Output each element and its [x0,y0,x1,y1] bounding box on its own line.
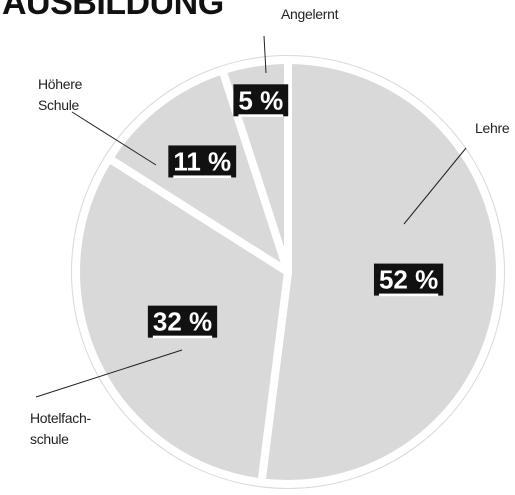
leader-line [263,35,267,74]
value-label-group: 32 % [147,305,218,338]
value-label-group: 11 % [168,145,237,178]
category-label: Hotelfach- schule [30,410,91,447]
leader-line [403,147,467,225]
category-label: Lehre [475,120,510,136]
value-label-box [233,84,289,117]
value-label-box [168,145,237,178]
value-label-group: 52 % [373,263,444,296]
leader-line [71,111,157,166]
value-label: 52 % [379,265,438,295]
category-label: Angelernt [281,6,339,22]
value-label-box [373,263,444,296]
value-label-box [147,305,218,338]
chart-title: AUSBILDUNG [2,0,224,22]
value-label: 32 % [153,307,212,337]
value-label: 11 % [173,146,231,176]
category-label: Höhere Schule [38,76,83,113]
value-label: 5 % [238,85,283,115]
value-label-group: 5 % [233,84,289,117]
leader-line [35,349,183,398]
